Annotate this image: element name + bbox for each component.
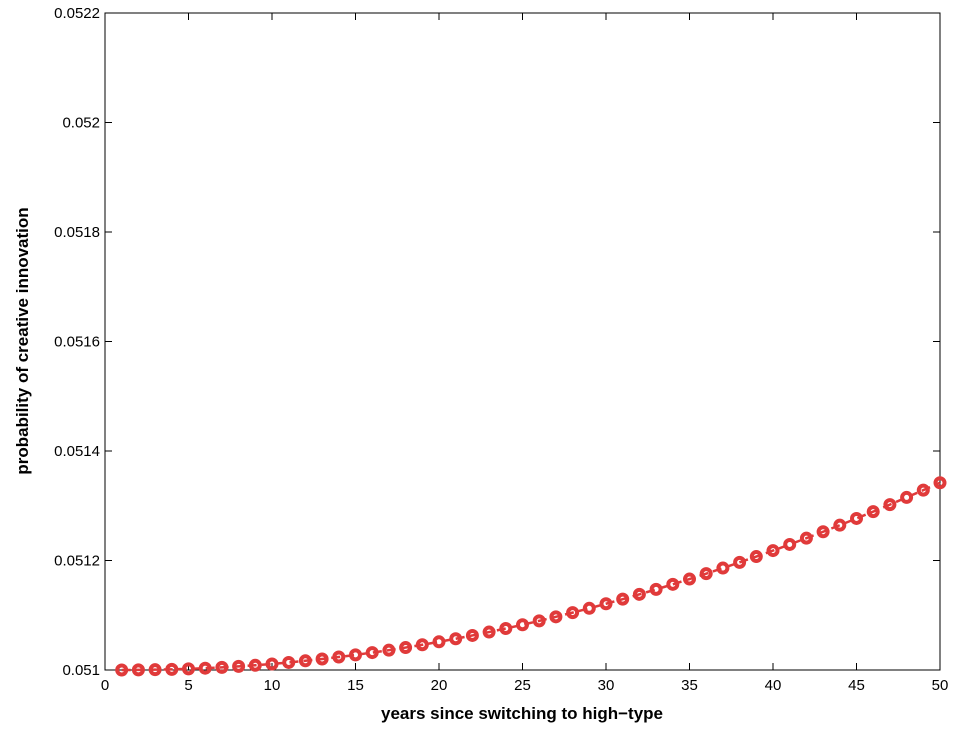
data-point [866, 505, 880, 519]
x-tick-label: 20 [431, 677, 448, 694]
data-point [115, 663, 129, 677]
data-point [549, 610, 563, 624]
data-point [148, 663, 162, 677]
data-point [432, 635, 446, 649]
data-point [883, 498, 897, 512]
data-point [649, 582, 663, 596]
data-point [349, 648, 362, 662]
marker-group [115, 476, 947, 677]
y-tick-label: 0.0522 [54, 5, 100, 22]
data-point [900, 490, 914, 504]
x-axis-title: years since switching to high−type [381, 704, 663, 723]
data-point [198, 661, 212, 675]
y-axis-title: probability of creative innovation [13, 207, 32, 474]
plot-frame [104, 12, 941, 671]
data-point [516, 618, 529, 632]
y-tick-label: 0.0518 [54, 224, 100, 241]
data-point [783, 537, 797, 551]
data-point [248, 658, 262, 672]
y-tick-label: 0.0512 [54, 553, 100, 570]
y-tick-label: 0.0516 [54, 334, 100, 351]
data-point [699, 567, 713, 581]
data-point [365, 646, 379, 660]
data-point [382, 643, 396, 657]
data-point [916, 483, 930, 497]
x-tick-label: 0 [101, 677, 109, 694]
data-point [482, 625, 496, 639]
data-point [265, 657, 279, 671]
data-point [582, 601, 596, 615]
data-point [833, 518, 847, 532]
x-tick-label: 5 [184, 677, 192, 694]
data-point [399, 641, 413, 655]
y-tick-label: 0.051 [62, 662, 100, 679]
data-point [131, 663, 145, 677]
x-tick-label: 10 [264, 677, 281, 694]
x-tick-label: 15 [347, 677, 364, 694]
data-point [616, 592, 630, 606]
data-point [532, 614, 546, 628]
data-point [766, 544, 780, 558]
data-point [749, 550, 763, 564]
data-point [566, 606, 580, 620]
data-point [599, 597, 613, 611]
y-tick-label: 0.052 [62, 115, 100, 132]
data-point [165, 662, 179, 676]
data-point [232, 659, 246, 673]
data-point [632, 587, 646, 601]
x-tick-label: 50 [932, 677, 949, 694]
data-point [282, 655, 296, 669]
data-point [816, 525, 830, 539]
tick-group: 0 5 10 15 20 25 30 35 40 45 50 0.051 0.0512 0.0514 0.0… [54, 5, 948, 694]
data-point [733, 555, 747, 569]
x-tick-label: 45 [848, 677, 865, 694]
x-tick-label: 30 [598, 677, 615, 694]
data-point [683, 572, 696, 586]
data-point [215, 660, 229, 674]
data-point [332, 650, 346, 664]
data-point [933, 476, 947, 490]
data-point [716, 561, 730, 575]
data-point [850, 511, 863, 525]
series-line [121, 481, 941, 672]
data-point [449, 632, 463, 646]
data-point [182, 662, 195, 676]
x-tick-label: 40 [765, 677, 782, 694]
data-point [465, 628, 479, 642]
data-point [415, 638, 429, 652]
y-tick-label: 0.0514 [54, 443, 100, 460]
data-point [499, 621, 513, 635]
x-tick-label: 35 [681, 677, 698, 694]
data-point [799, 531, 813, 545]
data-point [666, 577, 680, 591]
x-tick-label: 25 [514, 677, 531, 694]
data-point [298, 654, 312, 668]
data-point [315, 652, 329, 666]
